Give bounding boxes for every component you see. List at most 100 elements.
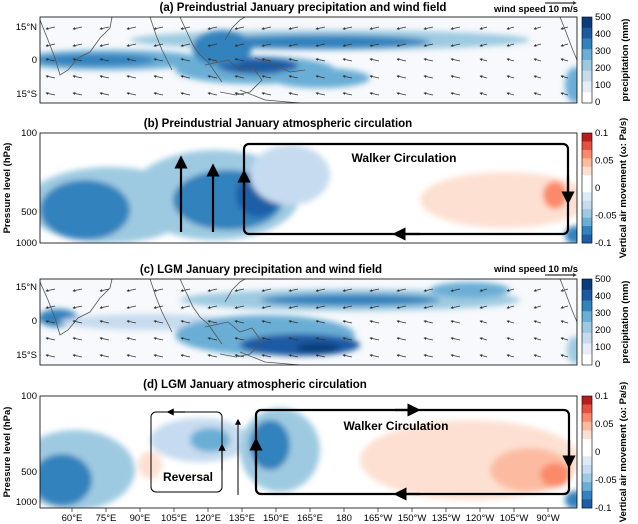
- x-tick: 150°W: [398, 513, 427, 524]
- wind-arrow: [342, 92, 353, 96]
- precip-band: [567, 336, 577, 364]
- wind-vectors: [45, 26, 569, 96]
- colorbar-swatch: [582, 473, 592, 483]
- wind-arrow: [153, 354, 164, 358]
- wind-arrow: [72, 92, 83, 96]
- panel-b-frame: [39, 132, 578, 244]
- x-tick: 90°W: [536, 513, 559, 524]
- colorbar-swatch: [582, 311, 592, 323]
- wind-arrow: [342, 58, 353, 62]
- panel-b-title: (b) Preindustrial January atmospheric ci…: [144, 118, 412, 130]
- wind-arrow: [288, 58, 299, 62]
- wind-arrow: [560, 58, 569, 62]
- wind-arrow: [479, 288, 488, 292]
- colorbar-tick: 300: [595, 308, 611, 319]
- wind-arrow: [396, 58, 407, 62]
- colorbar-swatch: [582, 226, 592, 235]
- wind-arrow: [506, 75, 515, 79]
- omega-cell: [565, 491, 577, 508]
- wind-arrow: [506, 92, 515, 96]
- wind-arrow: [234, 92, 245, 96]
- colorbar-tick: 100: [595, 342, 611, 353]
- colorbar-tick: 0: [595, 447, 600, 458]
- colorbar-swatch: [582, 209, 592, 218]
- wind-arrow: [99, 354, 110, 358]
- wind-arrow: [153, 320, 164, 324]
- y-tick: 500: [21, 467, 37, 478]
- wind-arrow: [72, 26, 83, 30]
- panel-c-title: (c) LGM January precipitation and wind f…: [140, 264, 382, 276]
- wind-arrow: [261, 288, 272, 292]
- wind-arrow: [45, 75, 56, 79]
- precip-band: [192, 30, 252, 66]
- y-tick: 1000: [16, 238, 37, 249]
- wind-arrow: [533, 354, 542, 358]
- colorbar-swatch: [582, 183, 592, 193]
- wind-arrow: [533, 288, 542, 292]
- wind-arrow: [423, 26, 434, 30]
- colorbar-tick: 300: [595, 46, 611, 57]
- colorbar-swatch: [582, 17, 592, 29]
- panel-d: (d) LGM January atmospheric circulation …: [2, 379, 629, 524]
- wind-arrow: [450, 305, 461, 309]
- colorbar-swatch: [582, 192, 592, 201]
- wind-arrow: [506, 288, 515, 292]
- x-tick: 180: [336, 513, 352, 524]
- wind-arrow: [99, 320, 110, 324]
- wind-arrow: [423, 92, 434, 96]
- wind-arrow: [369, 320, 380, 324]
- wind-arrow: [342, 288, 353, 292]
- wind-arrow: [506, 305, 515, 309]
- colorbar-tick: 100: [595, 80, 611, 91]
- y-tick: 15°N: [16, 22, 37, 33]
- wind-arrow: [153, 26, 164, 30]
- panel-c: (c) LGM January precipitation and wind f…: [16, 264, 631, 370]
- wind-arrow: [126, 75, 137, 79]
- colorbar-tick: -0.1: [595, 503, 611, 514]
- wind-arrow: [533, 305, 542, 309]
- wind-arrow: [180, 26, 191, 30]
- wind-arrow: [180, 354, 191, 358]
- wind-arrow: [396, 92, 407, 96]
- colorbar-label-a: precipitation (mm): [620, 19, 631, 102]
- wind-arrow: [479, 354, 488, 358]
- wind-arrow: [396, 354, 407, 358]
- wind-arrow: [533, 320, 542, 324]
- wind-arrow: [560, 26, 569, 30]
- wind-arrow: [506, 320, 515, 324]
- wind-arrow: [126, 288, 137, 292]
- colorbar-tick: 0.1: [595, 391, 608, 402]
- omega-cell: [420, 172, 577, 228]
- wind-arrow: [288, 92, 299, 96]
- wind-arrow: [207, 75, 218, 79]
- colorbar-label-b: Vertical air movement (ω: Pa/s): [618, 118, 629, 259]
- wind-arrow: [369, 75, 380, 79]
- wind-arrow: [288, 305, 299, 309]
- colorbar-swatch: [582, 166, 592, 176]
- omega-cell: [250, 145, 330, 205]
- wind-arrow: [126, 43, 137, 47]
- x-tick: 165°E: [297, 513, 323, 524]
- colorbar-swatch: [582, 60, 592, 72]
- wind-arrow: [315, 320, 326, 324]
- y-tick: 0: [32, 55, 37, 66]
- wind-arrow: [533, 337, 542, 341]
- wind-arrow: [234, 75, 245, 79]
- wind-arrow: [153, 75, 164, 79]
- omega-cell: [190, 428, 230, 452]
- colorbar-tick: 0: [595, 183, 600, 194]
- wind-arrow: [423, 288, 434, 292]
- wind-arrow: [342, 26, 353, 30]
- wind-arrow: [126, 320, 137, 324]
- wind-arrow: [261, 26, 272, 30]
- colorbar-tick: 0.05: [595, 419, 614, 430]
- wind-arrow: [533, 43, 542, 47]
- y-tick: 100: [21, 391, 37, 402]
- colorbar-swatch: [582, 421, 592, 431]
- wind-arrow: [207, 320, 218, 324]
- colorbar-swatch: [582, 439, 592, 448]
- wind-vectors: [45, 288, 569, 358]
- wind-arrow: [45, 26, 56, 30]
- wind-arrow: [423, 43, 434, 47]
